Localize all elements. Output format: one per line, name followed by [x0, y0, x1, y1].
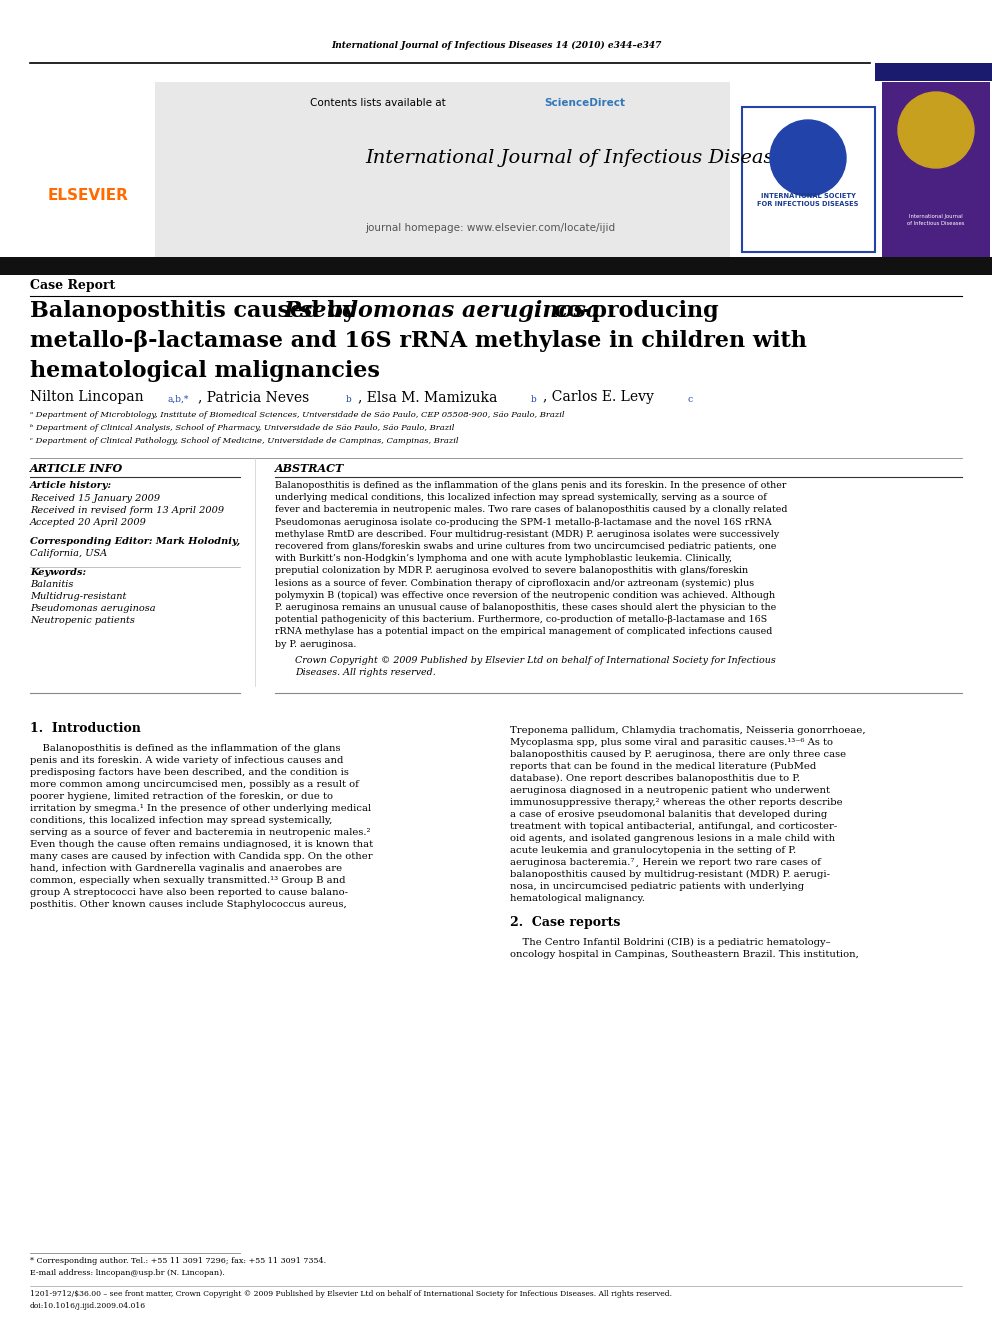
Text: ᶜ Department of Clinical Pathology, School of Medicine, Universidade de Campinas: ᶜ Department of Clinical Pathology, Scho… [30, 437, 458, 445]
Text: potential pathogenicity of this bacterium. Furthermore, co-production of metallo: potential pathogenicity of this bacteriu… [275, 615, 767, 624]
Text: California, USA: California, USA [30, 549, 107, 558]
Text: irritation by smegma.¹ In the presence of other underlying medical: irritation by smegma.¹ In the presence o… [30, 804, 371, 812]
Text: reports that can be found in the medical literature (PubMed: reports that can be found in the medical… [510, 762, 816, 771]
Bar [742, 107, 875, 251]
Text: more common among uncircumcised men, possibly as a result of: more common among uncircumcised men, pos… [30, 779, 359, 789]
Text: database). One report describes balanoposthitis due to P.: database). One report describes balanopo… [510, 774, 801, 783]
Text: , Elsa M. Mamizuka: , Elsa M. Mamizuka [358, 390, 497, 404]
Text: poorer hygiene, limited retraction of the foreskin, or due to: poorer hygiene, limited retraction of th… [30, 791, 333, 800]
Text: Pseudomonas aeruginosa: Pseudomonas aeruginosa [284, 300, 601, 321]
Text: penis and its foreskin. A wide variety of infectious causes and: penis and its foreskin. A wide variety o… [30, 755, 343, 765]
Text: journal homepage: www.elsevier.com/locate/ijid: journal homepage: www.elsevier.com/locat… [365, 224, 615, 233]
Text: group A streptococci have also been reported to cause balano-: group A streptococci have also been repo… [30, 888, 348, 897]
Text: The Centro Infantil Boldrini (CIB) is a pediatric hematology–: The Centro Infantil Boldrini (CIB) is a … [510, 938, 830, 947]
Text: b: b [531, 396, 537, 404]
Text: aeruginosa diagnosed in a neutropenic patient who underwent: aeruginosa diagnosed in a neutropenic pa… [510, 786, 830, 795]
Text: serving as a source of fever and bacteremia in neutropenic males.²: serving as a source of fever and bactere… [30, 828, 370, 837]
Text: a,b,*: a,b,* [168, 396, 189, 404]
Text: Neutropenic patients: Neutropenic patients [30, 617, 135, 624]
Text: Pseudomonas aeruginosa: Pseudomonas aeruginosa [30, 605, 156, 613]
Text: hematological malignancies: hematological malignancies [30, 360, 380, 382]
Text: * Corresponding author. Tel.: +55 11 3091 7296; fax: +55 11 3091 7354.: * Corresponding author. Tel.: +55 11 309… [30, 1257, 326, 1265]
Text: predisposing factors have been described, and the condition is: predisposing factors have been described… [30, 767, 349, 777]
Text: oncology hospital in Campinas, Southeastern Brazil. This institution,: oncology hospital in Campinas, Southeast… [510, 950, 859, 959]
Text: by P. aeruginosa.: by P. aeruginosa. [275, 639, 356, 648]
Text: recovered from glans/foreskin swabs and urine cultures from two uncircumcised pe: recovered from glans/foreskin swabs and … [275, 542, 777, 550]
Text: ᵇ Department of Clinical Analysis, School of Pharmacy, Universidade de São Paulo: ᵇ Department of Clinical Analysis, Schoo… [30, 423, 454, 433]
Text: fever and bacteremia in neutropenic males. Two rare cases of balanoposthitis cau: fever and bacteremia in neutropenic male… [275, 505, 788, 515]
Text: Corresponding Editor: Mark Holodniy,: Corresponding Editor: Mark Holodniy, [30, 537, 240, 546]
Text: ARTICLE INFO: ARTICLE INFO [30, 463, 123, 474]
Text: ABSTRACT: ABSTRACT [275, 463, 344, 474]
Text: Mycoplasma spp, plus some viral and parasitic causes.¹³⁻⁶ As to: Mycoplasma spp, plus some viral and para… [510, 738, 833, 746]
Text: doi:10.1016/j.ijid.2009.04.016: doi:10.1016/j.ijid.2009.04.016 [30, 1302, 146, 1310]
Text: 1.  Introduction: 1. Introduction [30, 722, 141, 734]
Text: ELSEVIER: ELSEVIER [48, 188, 128, 202]
Text: Article history:: Article history: [30, 482, 112, 490]
Text: Multidrug-resistant: Multidrug-resistant [30, 591, 126, 601]
Bar [155, 82, 730, 257]
Text: Accepted 20 April 2009: Accepted 20 April 2009 [30, 519, 147, 527]
Text: International Journal of Infectious Diseases 14 (2010) e344–e347: International Journal of Infectious Dise… [330, 41, 662, 49]
Text: , Patricia Neves: , Patricia Neves [198, 390, 310, 404]
Text: oid agents, and isolated gangrenous lesions in a male child with: oid agents, and isolated gangrenous lesi… [510, 833, 835, 843]
Text: acute leukemia and granulocytopenia in the setting of P.: acute leukemia and granulocytopenia in t… [510, 845, 797, 855]
Text: Balanoposthitis caused by: Balanoposthitis caused by [30, 300, 364, 321]
Text: P. aeruginosa remains an unusual cause of balanoposthitis, these cases should al: P. aeruginosa remains an unusual cause o… [275, 603, 777, 613]
Text: Pseudomonas aeruginosa isolate co-producing the SPM-1 metallo-β-lactamase and th: Pseudomonas aeruginosa isolate co-produc… [275, 517, 772, 527]
Text: International Journal of Infectious Diseases: International Journal of Infectious Dise… [365, 149, 795, 167]
Text: balanoposthitis caused by multidrug-resistant (MDR) P. aerugi-: balanoposthitis caused by multidrug-resi… [510, 869, 830, 878]
Circle shape [770, 120, 846, 196]
Text: c: c [688, 396, 693, 404]
Text: with Burkitt’s non-Hodgkin’s lymphoma and one with acute lymphoblastic leukemia.: with Burkitt’s non-Hodgkin’s lymphoma an… [275, 554, 732, 564]
Text: immunosuppressive therapy,² whereas the other reports describe: immunosuppressive therapy,² whereas the … [510, 798, 842, 807]
Text: International Journal
of Infectious Diseases: International Journal of Infectious Dise… [908, 214, 965, 226]
Text: methylase RmtD are described. Four multidrug-resistant (MDR) P. aeruginosa isola: methylase RmtD are described. Four multi… [275, 529, 780, 538]
Text: Received 15 January 2009: Received 15 January 2009 [30, 493, 160, 503]
Bar [0, 257, 992, 275]
Text: E-mail address: lincopan@usp.br (N. Lincopan).: E-mail address: lincopan@usp.br (N. Linc… [30, 1269, 225, 1277]
Text: Keywords:: Keywords: [30, 568, 86, 577]
Text: lesions as a source of fever. Combination therapy of ciprofloxacin and/or aztreo: lesions as a source of fever. Combinatio… [275, 578, 754, 587]
Circle shape [898, 93, 974, 168]
Text: Balanitis: Balanitis [30, 579, 73, 589]
Text: co-producing: co-producing [546, 300, 718, 321]
Text: , Carlos E. Levy: , Carlos E. Levy [543, 390, 654, 404]
Text: rRNA methylase has a potential impact on the empirical management of complicated: rRNA methylase has a potential impact on… [275, 627, 773, 636]
Text: 2.  Case reports: 2. Case reports [510, 916, 620, 929]
Text: Diseases. All rights reserved.: Diseases. All rights reserved. [295, 668, 435, 677]
Text: underlying medical conditions, this localized infection may spread systemically,: underlying medical conditions, this loca… [275, 493, 767, 503]
Text: preputial colonization by MDR P. aeruginosa evolved to severe balanoposthitis wi: preputial colonization by MDR P. aerugin… [275, 566, 748, 576]
Text: nosa, in uncircumcised pediatric patients with underlying: nosa, in uncircumcised pediatric patient… [510, 882, 805, 890]
Text: polymyxin B (topical) was effective once reversion of the neutropenic condition : polymyxin B (topical) was effective once… [275, 590, 775, 599]
Text: Balanoposthitis is defined as the inflammation of the glans: Balanoposthitis is defined as the inflam… [30, 744, 340, 753]
Text: metallo-β-lactamase and 16S rRNA methylase in children with: metallo-β-lactamase and 16S rRNA methyla… [30, 329, 806, 352]
Bar [875, 64, 992, 81]
Text: Case Report: Case Report [30, 279, 115, 291]
Text: Treponema pallidum, Chlamydia trachomatis, Neisseria gonorrhoeae,: Treponema pallidum, Chlamydia trachomati… [510, 726, 866, 734]
Text: aeruginosa bacteremia.⁷¸ Herein we report two rare cases of: aeruginosa bacteremia.⁷¸ Herein we repor… [510, 857, 820, 867]
Text: a case of erosive pseudomonal balanitis that developed during: a case of erosive pseudomonal balanitis … [510, 810, 827, 819]
Text: b: b [346, 396, 352, 404]
Bar [882, 82, 990, 257]
Text: hand, infection with Gardnerella vaginalis and anaerobes are: hand, infection with Gardnerella vaginal… [30, 864, 342, 873]
Text: conditions, this localized infection may spread systemically,: conditions, this localized infection may… [30, 816, 332, 824]
Text: ᵃ Department of Microbiology, Institute of Biomedical Sciences, Universidade de : ᵃ Department of Microbiology, Institute … [30, 411, 564, 419]
Text: Crown Copyright © 2009 Published by Elsevier Ltd on behalf of International Soci: Crown Copyright © 2009 Published by Else… [295, 656, 776, 664]
Text: 1201-9712/$36.00 – see front matter, Crown Copyright © 2009 Published by Elsevie: 1201-9712/$36.00 – see front matter, Cro… [30, 1290, 672, 1298]
Text: INTERNATIONAL SOCIETY
FOR INFECTIOUS DISEASES: INTERNATIONAL SOCIETY FOR INFECTIOUS DIS… [757, 193, 859, 206]
Text: many cases are caused by infection with Candida spp. On the other: many cases are caused by infection with … [30, 852, 373, 861]
Text: Balanoposthitis is defined as the inflammation of the glans penis and its foresk: Balanoposthitis is defined as the inflam… [275, 482, 787, 490]
Text: posthitis. Other known causes include Staphylococcus aureus,: posthitis. Other known causes include St… [30, 900, 347, 909]
Text: ScienceDirect: ScienceDirect [544, 98, 625, 108]
Text: balanoposthitis caused by P. aeruginosa, there are only three case: balanoposthitis caused by P. aeruginosa,… [510, 750, 846, 759]
Text: Contents lists available at: Contents lists available at [310, 98, 449, 108]
Text: hematological malignancy.: hematological malignancy. [510, 894, 645, 902]
Text: common, especially when sexually transmitted.¹³ Group B and: common, especially when sexually transmi… [30, 876, 345, 885]
Text: Received in revised form 13 April 2009: Received in revised form 13 April 2009 [30, 505, 224, 515]
Text: Nilton Lincopan: Nilton Lincopan [30, 390, 144, 404]
Text: treatment with topical antibacterial, antifungal, and corticoster-: treatment with topical antibacterial, an… [510, 822, 837, 831]
Text: Even though the cause often remains undiagnosed, it is known that: Even though the cause often remains undi… [30, 840, 373, 849]
